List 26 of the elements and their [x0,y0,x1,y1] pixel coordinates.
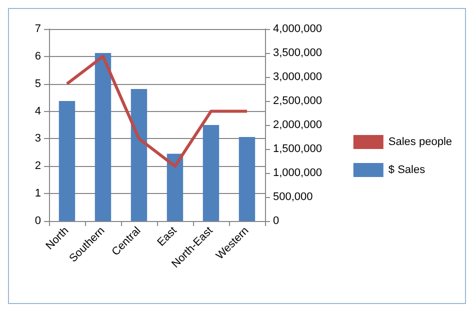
bar [202,125,220,221]
y-tick-label: 3 [34,132,41,145]
y2-tick-label: 2,000,000 [273,119,322,131]
y-tick-label: 5 [34,78,41,90]
y2-tick-label: 1,000,000 [273,167,322,179]
y2-tick-label: 500,000 [273,191,313,203]
y2-tick-label: 0 [273,215,280,227]
bar [130,89,148,221]
y-tick-label: 2 [34,160,41,172]
bar [238,137,256,221]
y2-tick-label: 1,500,000 [273,143,322,155]
y-tick-label: 7 [34,23,41,35]
y2-tick-label: 4,000,000 [273,23,322,35]
y-tick-label: 1 [34,188,41,200]
line-series [66,54,248,168]
y-tick-label: 4 [34,105,41,118]
legend-label: Sales people [388,136,452,148]
y2-tick-label: 3,500,000 [273,47,322,59]
y-tick-label: 0 [34,215,41,227]
y-tick-label: 6 [34,50,41,62]
bar [166,154,184,221]
y2-tick-label: 2,500,000 [273,95,322,107]
y2-tick-label: 3,000,000 [273,71,322,83]
bar [58,101,76,221]
legend-label: $ Sales [388,164,426,176]
bar [94,53,112,221]
